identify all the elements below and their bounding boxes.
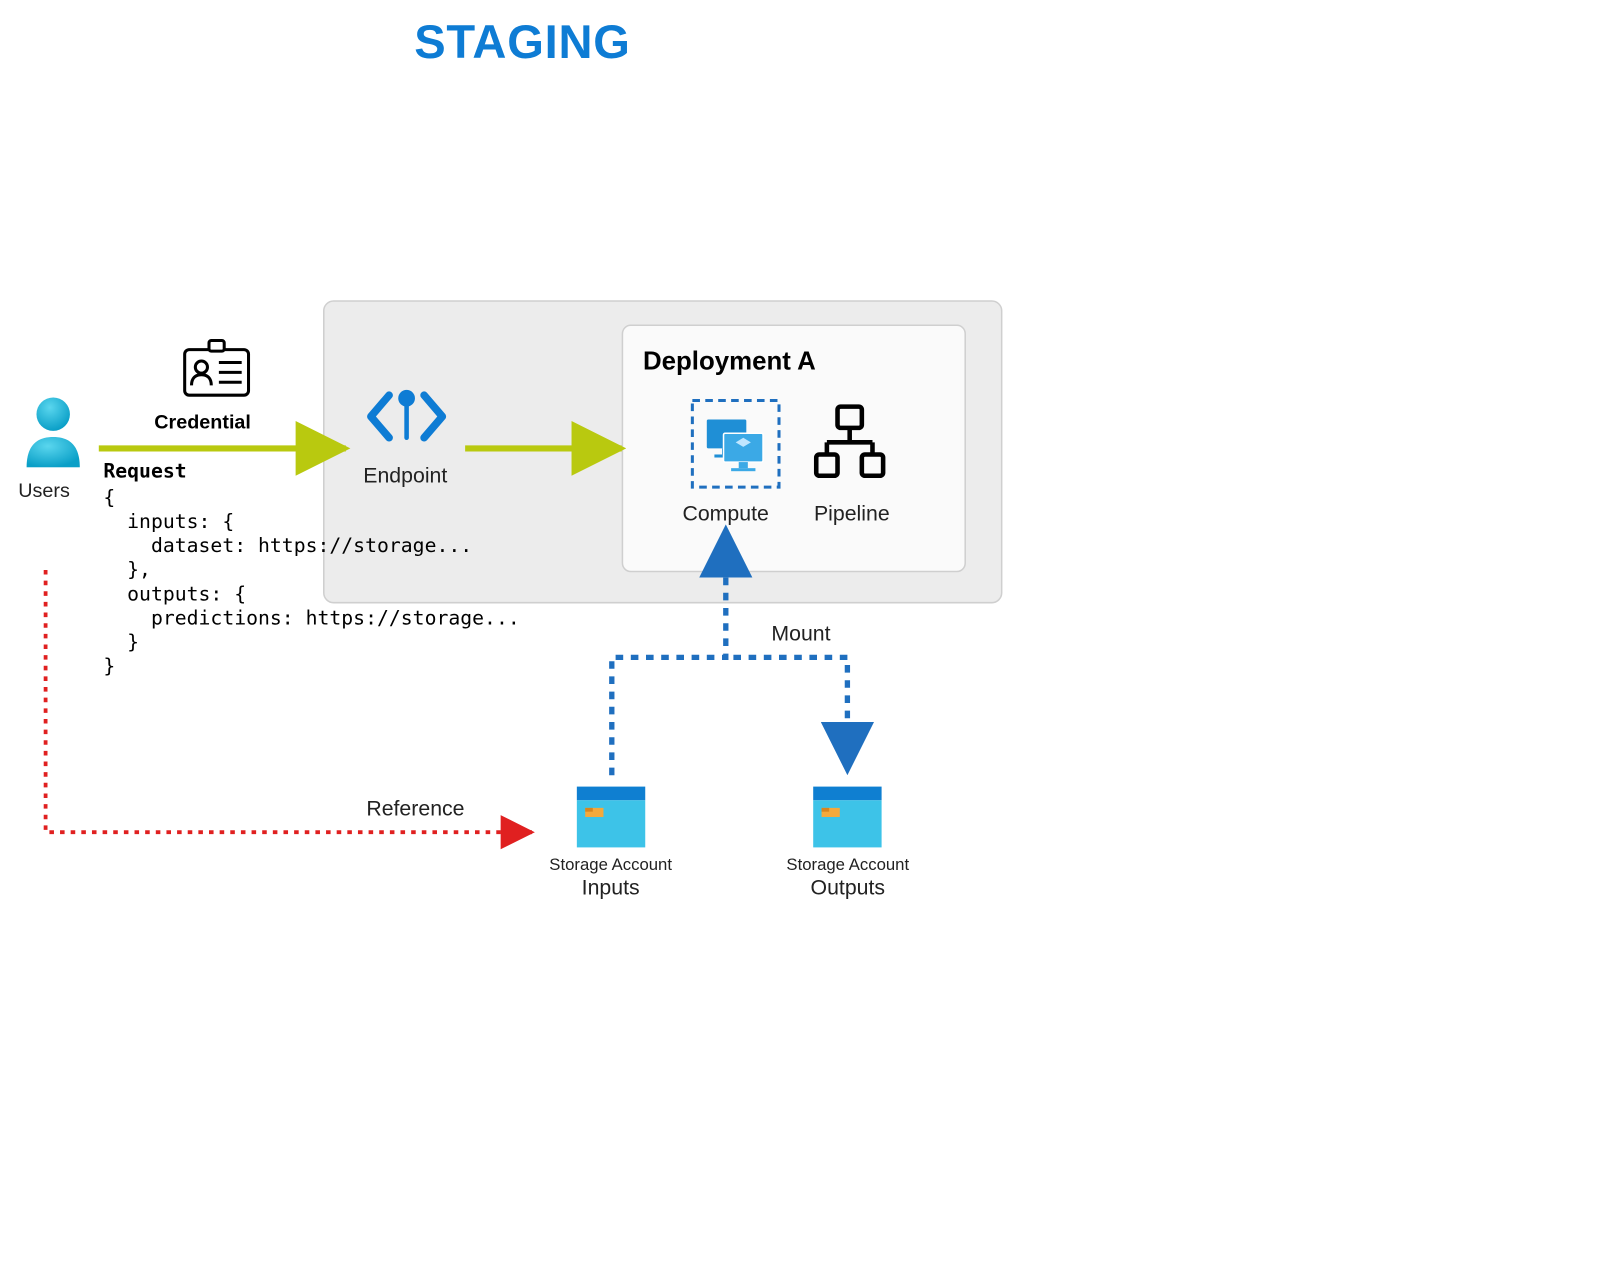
arrows-layer: [0, 0, 1221, 978]
mount-label: Mount: [771, 622, 830, 646]
reference-label: Reference: [366, 796, 464, 820]
